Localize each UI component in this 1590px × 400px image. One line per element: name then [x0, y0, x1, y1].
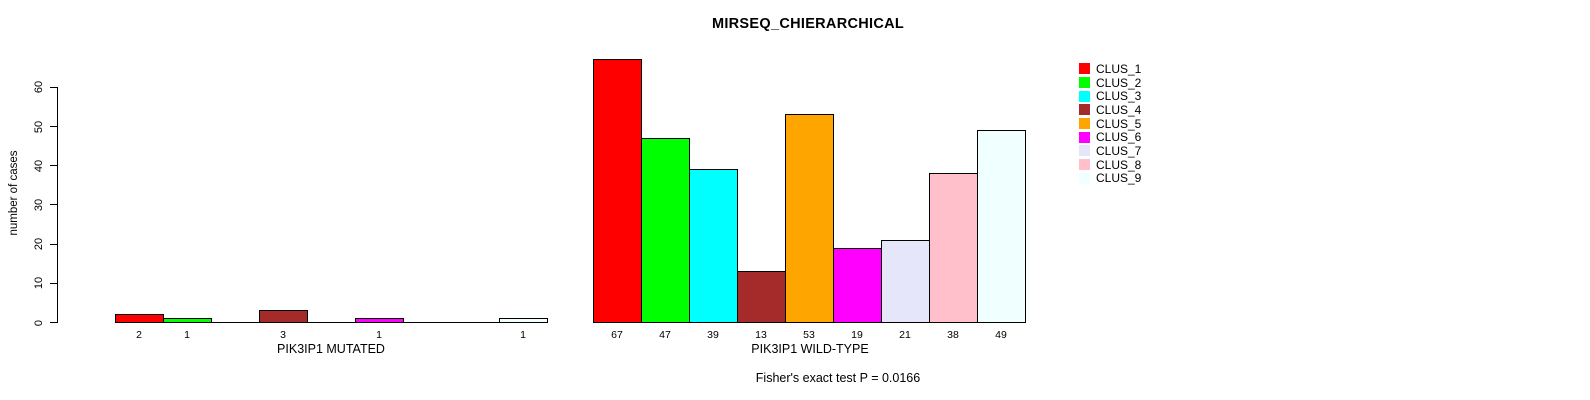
- bar-clus_1: [593, 59, 642, 323]
- zero-bar-line: [451, 322, 499, 323]
- legend-item: CLUS_9: [1079, 172, 1141, 186]
- legend-label: CLUS_8: [1096, 157, 1142, 172]
- legend-label: CLUS_3: [1096, 89, 1142, 104]
- legend-label: CLUS_1: [1096, 61, 1142, 76]
- y-axis-tick-label: 30: [33, 198, 45, 212]
- bar-value-label: 3: [280, 329, 286, 341]
- bar-clus_1: [115, 314, 164, 323]
- y-axis-tick: [50, 165, 57, 167]
- bar-value-label: 21: [899, 329, 911, 341]
- bar-value-label: 2: [136, 329, 142, 341]
- bar-value-label: 38: [947, 329, 959, 341]
- y-axis-tick: [50, 243, 57, 245]
- bar-clus_2: [163, 318, 212, 323]
- legend-item: CLUS_4: [1079, 103, 1141, 117]
- legend: CLUS_1 CLUS_2 CLUS_3 CLUS_4 CLUS_5 CLUS_6 CLUS…: [1079, 62, 1141, 185]
- bar-clus_8: [929, 173, 978, 323]
- legend-label: CLUS_5: [1096, 116, 1142, 131]
- legend-item: CLUS_6: [1079, 130, 1141, 144]
- legend-item: CLUS_5: [1079, 117, 1141, 131]
- legend-item: CLUS_2: [1079, 76, 1141, 90]
- y-axis-tick-label: 10: [33, 277, 45, 290]
- legend-label: CLUS_4: [1096, 102, 1142, 117]
- y-axis-tick: [50, 282, 57, 284]
- legend-swatch: [1079, 131, 1090, 143]
- zero-bar-line: [403, 322, 451, 323]
- bar-value-label: 19: [851, 329, 863, 341]
- bar-value-label: 1: [376, 329, 382, 341]
- y-axis-tick: [50, 126, 57, 127]
- legend-swatch: [1079, 77, 1090, 89]
- bar-clus_4: [259, 310, 308, 323]
- x-axis-label-wildtype: PIK3IP1 WILD-TYPE: [751, 342, 869, 356]
- y-axis-tick-label: 60: [33, 81, 45, 94]
- bar-clus_2: [641, 137, 690, 323]
- y-axis-label: number of cases: [8, 150, 20, 236]
- legend-label: CLUS_9: [1096, 171, 1142, 186]
- legend-label: CLUS_2: [1096, 75, 1142, 90]
- bar-clus_9: [499, 318, 548, 323]
- legend-swatch: [1079, 159, 1090, 171]
- bar-clus_3: [689, 169, 738, 323]
- legend-item: CLUS_3: [1079, 89, 1141, 103]
- y-axis-tick-label: 50: [33, 120, 45, 133]
- legend-swatch: [1079, 118, 1090, 130]
- bar-clus_7: [881, 239, 930, 323]
- chart-title: MIRSEQ_CHIERARCHICAL: [711, 16, 905, 32]
- bar-value-label: 13: [755, 329, 767, 341]
- zero-bar-line: [211, 322, 259, 323]
- y-axis-tick: [50, 86, 57, 88]
- legend-item: CLUS_7: [1079, 144, 1141, 158]
- bar-value-label: 47: [659, 329, 671, 341]
- bar-clus_4: [737, 271, 786, 323]
- legend-swatch: [1079, 145, 1090, 157]
- legend-label: CLUS_7: [1096, 143, 1142, 158]
- y-axis-tick-label: 20: [33, 237, 45, 251]
- x-axis-label-mutated: PIK3IP1 MUTATED: [277, 342, 385, 356]
- bar-clus_6: [355, 318, 404, 323]
- bar-clus_6: [833, 247, 882, 323]
- legend-label: CLUS_6: [1096, 130, 1142, 145]
- y-axis-tick-label: 40: [33, 159, 45, 172]
- legend-swatch: [1079, 90, 1090, 102]
- bar-clus_5: [785, 114, 834, 323]
- y-axis-tick: [50, 322, 57, 323]
- legend-item: CLUS_8: [1079, 158, 1141, 172]
- bar-value-label: 67: [611, 329, 623, 341]
- zero-bar-line: [307, 322, 355, 323]
- legend-item: CLUS_1: [1079, 62, 1141, 76]
- y-axis-tick-label: 0: [33, 319, 45, 326]
- y-axis-line: [57, 86, 58, 323]
- legend-swatch: [1079, 63, 1090, 75]
- fisher-test-annotation: Fisher's exact test P = 0.0166: [755, 371, 921, 385]
- bar-value-label: 1: [520, 329, 526, 341]
- bar-value-label: 49: [995, 329, 1007, 341]
- y-axis-tick: [50, 204, 57, 206]
- bar-value-label: 39: [707, 329, 719, 341]
- legend-swatch: [1079, 172, 1090, 184]
- bar-value-label: 1: [184, 329, 190, 341]
- legend-swatch: [1079, 104, 1090, 116]
- bar-value-label: 53: [803, 329, 815, 341]
- bar-clus_9: [977, 129, 1026, 323]
